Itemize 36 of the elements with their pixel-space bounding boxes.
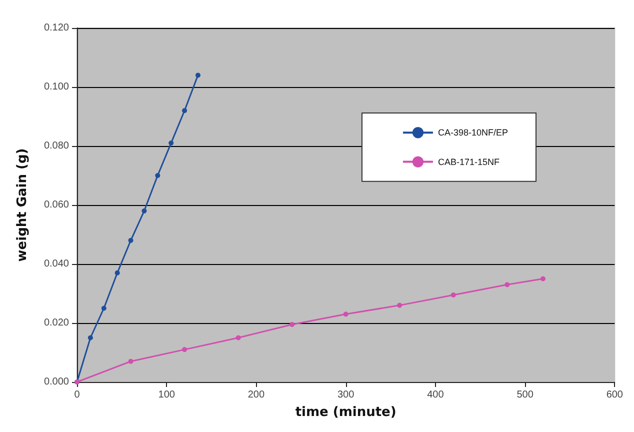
x-tick-label: 300 <box>337 390 355 400</box>
x-tick-label: 600 <box>606 390 624 400</box>
y-tick-label: 0.040 <box>44 258 70 270</box>
point <box>101 306 106 311</box>
point <box>182 108 188 114</box>
legend-label: CAB-171-15NF <box>438 156 500 167</box>
point <box>504 282 510 288</box>
point <box>343 312 348 317</box>
y-tick-label: 0.020 <box>44 318 70 328</box>
point <box>195 72 200 78</box>
point <box>168 140 174 146</box>
y-tick-label: 0.000 <box>44 376 70 388</box>
point <box>88 335 93 340</box>
point <box>114 270 120 276</box>
point <box>142 208 147 214</box>
point <box>128 238 134 243</box>
y-tick-label: 0.080 <box>44 140 70 152</box>
x-tick-label: 200 <box>248 390 265 400</box>
point <box>182 347 188 352</box>
point <box>290 322 295 327</box>
x-tick-label: 500 <box>516 390 534 400</box>
x-tick-label: 0 <box>74 390 80 400</box>
y-tick-label: 0.120 <box>44 22 70 34</box>
point <box>128 358 134 364</box>
point <box>155 173 160 178</box>
point <box>397 302 402 308</box>
x-tick-label: 400 <box>427 390 444 400</box>
point <box>450 292 456 298</box>
legend-label: CA-398-10NF/EP <box>438 128 508 138</box>
point <box>540 276 546 282</box>
y-axis-title: weight Gain (g) <box>15 148 30 262</box>
y-tick-label: 0.060 <box>44 200 70 210</box>
x-tick-label: 100 <box>158 390 176 400</box>
x-axis-title: time (minute) <box>295 405 396 420</box>
y-tick-label: 0.100 <box>44 82 70 92</box>
point <box>236 335 241 340</box>
